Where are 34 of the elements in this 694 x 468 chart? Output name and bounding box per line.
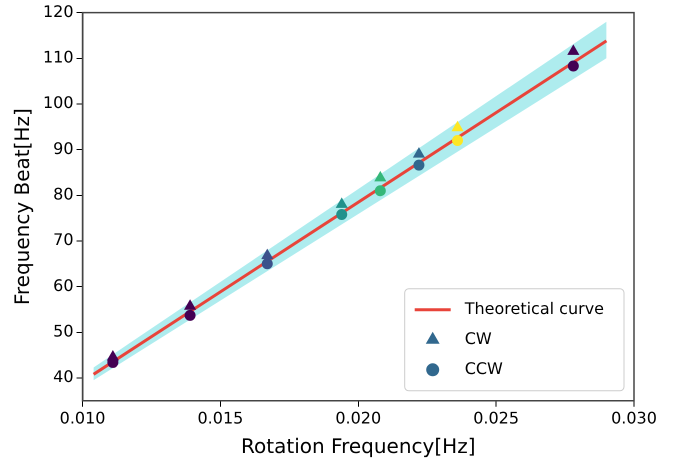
point — [452, 134, 464, 146]
point — [413, 160, 424, 171]
x-tick-label: 0.030 — [611, 408, 657, 428]
point — [374, 171, 386, 182]
point — [262, 258, 273, 270]
point — [336, 198, 348, 208]
y-tick-label: 100 — [42, 93, 74, 112]
point — [568, 44, 580, 55]
x-axis-title: Rotation Frequency[Hz] — [241, 434, 476, 458]
point — [107, 350, 119, 360]
x-tick-label: 0.010 — [60, 408, 106, 428]
legend-label: CCW — [464, 358, 504, 378]
y-tick-label: 70 — [53, 230, 74, 250]
y-tick-label: 60 — [53, 276, 74, 295]
y-tick-label: 110 — [42, 47, 74, 66]
x-tick-label: 0.015 — [198, 408, 244, 428]
point — [184, 310, 196, 321]
point — [452, 121, 464, 132]
x-tick-label: 0.025 — [473, 408, 520, 428]
y-tick-label: 90 — [53, 138, 74, 158]
y-tick-label: 120 — [42, 2, 74, 21]
point — [568, 60, 579, 72]
legend-label: Theoretical curve — [464, 298, 604, 318]
point — [336, 208, 348, 220]
point — [413, 148, 425, 158]
y-tick-label: 80 — [53, 184, 74, 204]
point — [184, 300, 196, 310]
y-tick-label: 50 — [53, 321, 74, 340]
x-tick-label: 0.020 — [335, 408, 382, 428]
legend-label: CW — [464, 328, 492, 348]
point — [262, 249, 273, 260]
y-axis-title: Frequency Beat[Hz] — [10, 108, 34, 306]
y-tick-label: 40 — [53, 367, 74, 386]
point — [374, 185, 386, 196]
